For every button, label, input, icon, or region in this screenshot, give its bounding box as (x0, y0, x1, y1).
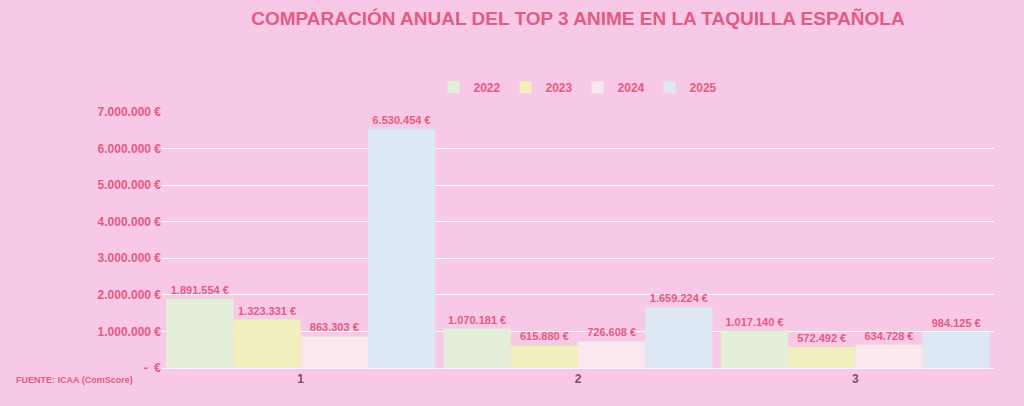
svg-text:1.891.554 €: 1.891.554 € (171, 284, 229, 296)
svg-text:1.017.140 €: 1.017.140 € (725, 316, 783, 328)
svg-text:984.125 €: 984.125 € (932, 317, 981, 329)
svg-text:1.070.181 €: 1.070.181 € (448, 314, 506, 326)
svg-text:6.000.000 €: 6.000.000 € (98, 142, 162, 156)
svg-text:FUENTE: ICAA (ComScore): FUENTE: ICAA (ComScore) (16, 375, 133, 385)
svg-text:726.608 €: 726.608 € (587, 326, 636, 338)
svg-text:3: 3 (852, 372, 859, 386)
svg-text:2.000.000 €: 2.000.000 € (98, 288, 162, 302)
svg-text:1: 1 (297, 372, 304, 386)
svg-text:572.492 €: 572.492 € (797, 332, 846, 344)
svg-text:5.000.000 €: 5.000.000 € (98, 178, 162, 192)
svg-text:4.000.000 €: 4.000.000 € (98, 215, 162, 229)
svg-text:615.880 €: 615.880 € (520, 330, 569, 342)
svg-text:- €: - € (144, 361, 162, 375)
svg-text:COMPARACIÓN ANUAL DEL TOP 3 AN: COMPARACIÓN ANUAL DEL TOP 3 ANIME EN LA … (251, 8, 905, 29)
svg-text:863.303 €: 863.303 € (310, 321, 359, 333)
svg-text:2022: 2022 (474, 81, 501, 95)
svg-text:6.530.454 €: 6.530.454 € (372, 114, 430, 126)
svg-text:2024: 2024 (618, 81, 645, 95)
svg-text:1.659.224 €: 1.659.224 € (650, 292, 708, 304)
svg-text:7.000.000 €: 7.000.000 € (98, 105, 162, 119)
svg-text:3.000.000 €: 3.000.000 € (98, 251, 162, 265)
svg-text:2023: 2023 (546, 81, 573, 95)
svg-text:1.000.000 €: 1.000.000 € (98, 325, 162, 339)
svg-text:634.728 €: 634.728 € (864, 330, 913, 342)
svg-text:2025: 2025 (690, 81, 717, 95)
svg-text:2: 2 (575, 372, 582, 386)
svg-text:1.323.331 €: 1.323.331 € (238, 305, 296, 317)
